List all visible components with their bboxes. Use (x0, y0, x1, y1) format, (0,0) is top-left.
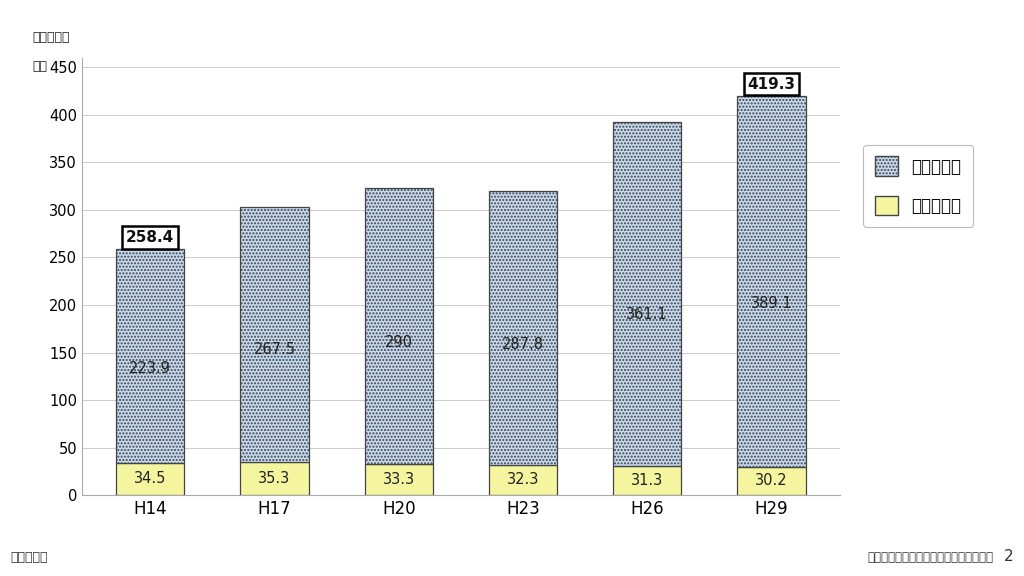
Text: 361.1: 361.1 (627, 307, 668, 322)
Text: 32.3: 32.3 (507, 472, 539, 487)
Text: 資料：厚生労働省「患者調査」より作成: 資料：厚生労働省「患者調査」より作成 (867, 551, 993, 564)
Bar (488, 191, 557, 465)
Bar (613, 122, 681, 465)
Text: 223.9: 223.9 (129, 361, 171, 376)
Text: 287.8: 287.8 (502, 336, 544, 351)
Bar (737, 96, 806, 467)
Bar (488, 465, 557, 495)
Legend: 外来患者数, 入院患者数: 外来患者数, 入院患者数 (863, 145, 973, 226)
Text: 人）: 人） (33, 60, 48, 73)
Text: 厚生労働省: 厚生労働省 (10, 551, 48, 564)
Text: 290: 290 (385, 335, 413, 350)
Bar (365, 464, 433, 495)
Text: 35.3: 35.3 (258, 471, 291, 486)
Bar (241, 462, 308, 495)
Text: （単位：万: （単位：万 (33, 31, 71, 44)
Text: 2: 2 (1005, 550, 1014, 564)
Text: 258.4: 258.4 (126, 230, 174, 245)
Text: 33.3: 33.3 (383, 472, 415, 487)
Bar (241, 207, 308, 462)
Text: 30.2: 30.2 (755, 473, 787, 488)
Bar (116, 249, 184, 463)
Bar (613, 465, 681, 495)
Text: 267.5: 267.5 (254, 342, 296, 357)
Text: 419.3: 419.3 (748, 77, 796, 92)
Text: 389.1: 389.1 (751, 296, 793, 311)
Bar (116, 463, 184, 495)
Bar (365, 188, 433, 464)
Text: 34.5: 34.5 (134, 471, 167, 487)
Bar (737, 467, 806, 495)
Text: 31.3: 31.3 (631, 473, 664, 488)
